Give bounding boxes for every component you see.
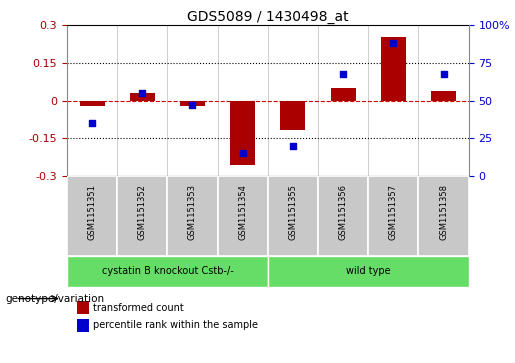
Bar (167, 176, 217, 256)
Bar (331, 88, 356, 101)
Point (339, 71, 347, 77)
Title: GDS5089 / 1430498_at: GDS5089 / 1430498_at (187, 11, 349, 24)
Bar (418, 176, 469, 256)
Text: GSM1151356: GSM1151356 (339, 184, 348, 240)
Bar (79, 101, 105, 106)
Bar (117, 176, 167, 256)
Point (389, 41, 398, 46)
Bar (67, 176, 117, 256)
Bar (268, 256, 469, 287)
Bar (77, 319, 89, 332)
Text: genotype/variation: genotype/variation (5, 294, 104, 303)
Point (88, 121, 96, 126)
Bar (230, 101, 255, 165)
Bar (431, 91, 456, 101)
Bar (77, 301, 89, 314)
Text: GSM1151354: GSM1151354 (238, 184, 247, 240)
Text: percentile rank within the sample: percentile rank within the sample (93, 321, 258, 330)
Point (238, 151, 247, 156)
Point (188, 102, 197, 108)
Text: transformed count: transformed count (93, 302, 183, 313)
Text: cystatin B knockout Cstb-/-: cystatin B knockout Cstb-/- (101, 266, 233, 276)
Bar (268, 176, 318, 256)
Point (138, 90, 146, 96)
Text: GSM1151355: GSM1151355 (288, 184, 297, 240)
Bar (280, 101, 305, 130)
Text: GSM1151351: GSM1151351 (88, 184, 96, 240)
Bar (318, 176, 368, 256)
Text: GSM1151357: GSM1151357 (389, 184, 398, 240)
Bar (180, 101, 205, 106)
Text: GSM1151352: GSM1151352 (138, 184, 147, 240)
Text: wild type: wild type (346, 266, 390, 276)
Point (439, 71, 448, 77)
Bar (381, 37, 406, 101)
Text: GSM1151358: GSM1151358 (439, 184, 448, 240)
Point (289, 143, 297, 149)
Text: GSM1151353: GSM1151353 (188, 184, 197, 240)
Bar (368, 176, 418, 256)
Bar (130, 93, 155, 101)
Bar (218, 176, 268, 256)
Bar (67, 256, 268, 287)
